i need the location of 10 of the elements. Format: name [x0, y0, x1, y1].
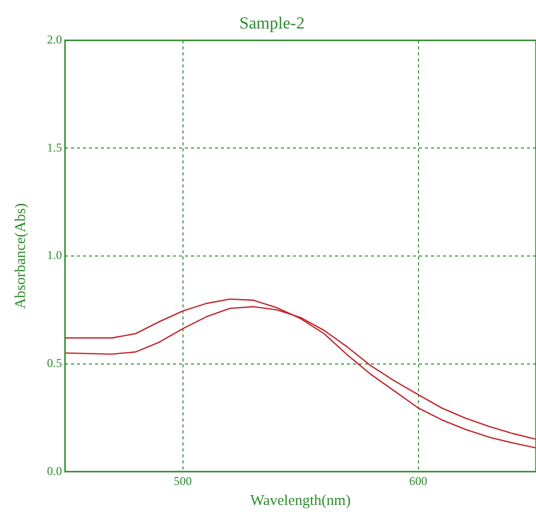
y-tick-label: 0.0 — [47, 464, 62, 478]
y-tick-label: 2.0 — [47, 32, 62, 47]
y-tick-label: 1.5 — [47, 140, 62, 154]
y-axis-title: Absorbance(Abs) — [12, 203, 29, 309]
y-tick-label: 1.0 — [47, 248, 62, 262]
x-axis-title: Wavelength(nm) — [250, 492, 351, 509]
x-tick-label: 600 — [409, 474, 428, 488]
y-tick-label: 0.5 — [47, 356, 62, 370]
x-tick-label: 500 — [174, 474, 192, 488]
chart-title: Sample-2 — [239, 14, 305, 33]
